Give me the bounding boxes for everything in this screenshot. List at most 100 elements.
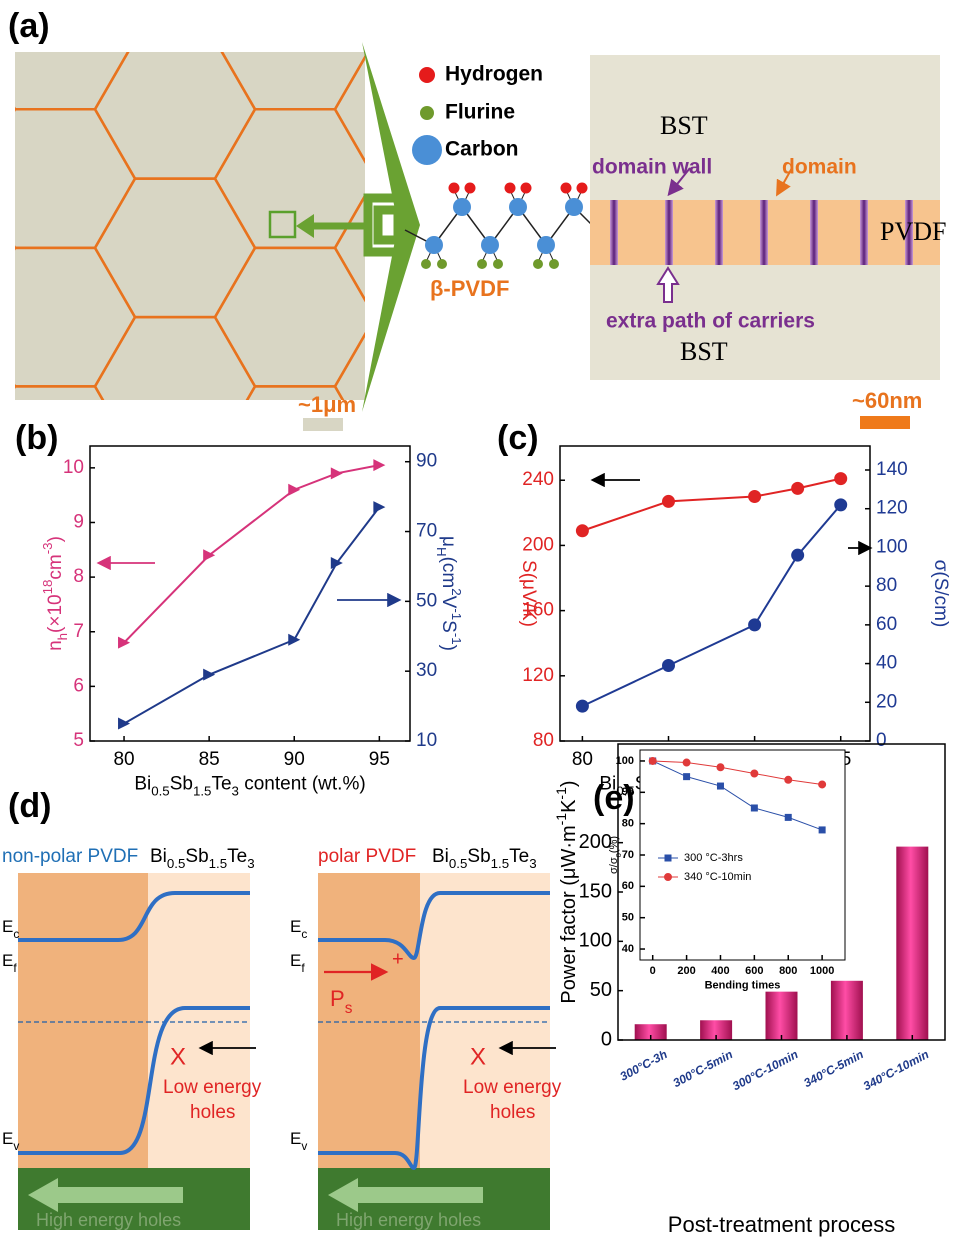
text-part: H [434,547,449,557]
text-part: E [290,951,301,970]
y2-axis-label: μH(cm2V-1S-1) [434,536,464,651]
text-part: Post-treatment process [668,1212,895,1237]
x-tick-label: 95 [369,749,390,770]
scale-bar [303,418,343,431]
text-part: -1 [449,608,464,620]
panel-label: (d) [8,787,51,825]
text-part: Bending times [705,979,781,991]
text-part: E [2,951,13,970]
x-tick-label: 80 [113,749,134,770]
y-tick-label: 40 [622,943,634,955]
hydrogen [449,183,460,194]
y-tick-label: 30 [416,660,437,681]
hexagon [0,456,15,595]
text-part: 18 [40,580,55,595]
text-part: s [345,1000,353,1017]
fluorine [477,259,487,269]
text-part: Bi [134,774,151,795]
bar [896,847,928,1040]
layer-label: BST [680,337,728,366]
text-part: (×10 [45,594,66,633]
hole-label: Low energy [463,1077,562,1098]
y-tick-label: 80 [876,575,897,596]
barrier-mark: X [470,1043,486,1070]
level-label: Ef [2,951,17,975]
hexagon [335,594,495,733]
x-axis-label: Bi0.5Sb1.5Te3 content (wt.%) [134,774,365,799]
text-part: P [330,986,345,1011]
y-tick-label: 9 [73,511,84,532]
x-tick-label: 80 [572,749,593,770]
x-tick-label: 300°C-10min [730,1047,800,1093]
domain-wall [860,200,868,265]
marker [749,619,761,631]
text-part: Bi [150,846,167,867]
marker [717,764,724,771]
y-tick-label: 200 [522,534,554,555]
material-label: Bi0.5Sb1.5Te3 [150,846,255,871]
x-tick-label: 300°C-5min [671,1047,735,1090]
y-tick-label: 10 [416,730,437,751]
carbon [537,236,555,254]
y-tick-label: 50 [416,590,437,611]
diagram-title: polar PVDF [318,846,416,867]
hole-label: High energy holes [36,1210,181,1230]
hydrogen [577,183,588,194]
series-line [582,505,840,706]
text-part: 3 [247,856,254,871]
text-part: 1.5 [193,784,212,799]
domain-wall [715,200,723,265]
text-part: f [301,961,305,975]
y-tick-label: 100 [876,536,908,557]
text-part: Sb [170,774,193,795]
hydrogen [521,183,532,194]
x-tick-label: 200 [677,965,695,977]
hexagon [95,594,255,733]
carbon [481,236,499,254]
marker [683,773,690,780]
text-part: v [301,1139,307,1153]
hole-label: High energy holes [336,1210,481,1230]
carbon [509,198,527,216]
y-tick-label: 80 [533,730,554,751]
marker [819,781,826,788]
y-tick-label: 10 [63,457,84,478]
text-part: cm [45,554,66,579]
legend-label: 340 °C-10min [684,871,751,883]
fluorine [493,259,503,269]
marker [665,874,672,881]
domain-wall [610,200,618,265]
text-part: E [2,1129,13,1148]
carbon [453,198,471,216]
marker [663,495,675,507]
text-part: Te [227,846,247,867]
y-tick-label: 60 [876,614,897,635]
series-line [124,507,379,723]
panel-label: (c) [497,419,539,457]
text-part: c [301,927,307,941]
series-line [124,465,379,643]
annotation: domain wall [592,156,712,179]
text-part: Sb [467,846,490,867]
marker [649,757,656,764]
y-tick-label: 100 [579,930,612,952]
marker [288,484,300,496]
y-tick-label: 120 [522,665,554,686]
hexagon [0,179,15,318]
marker [751,770,758,777]
text-part: Bi [432,846,449,867]
y-tick-label: 90 [622,786,634,798]
carbon [425,236,443,254]
molecule [405,183,592,270]
x-tick-label: 300°C-3h [618,1047,670,1084]
hydrogen [505,183,516,194]
x-axis-label: Bending times [705,979,781,991]
text-part: 1.5 [209,856,228,871]
marker [792,482,804,494]
layer-label: PVDF [880,217,946,246]
carbon-icon [412,135,442,165]
text-part: ) [45,536,66,542]
diagram-title: non-polar PVDF [2,846,138,867]
fluorine [549,259,559,269]
bar [766,992,798,1040]
